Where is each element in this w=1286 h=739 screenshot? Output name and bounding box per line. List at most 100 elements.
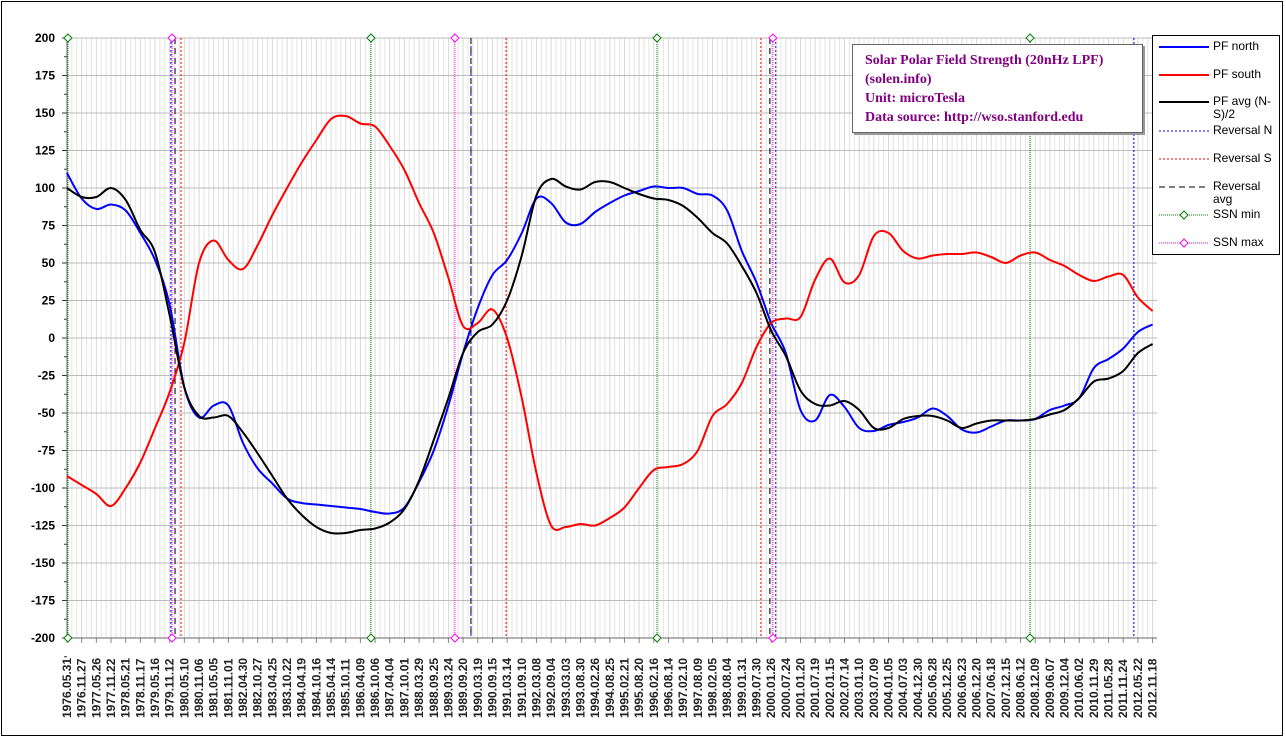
x-tick-label: 1990.03.19: [471, 658, 485, 718]
marker-diamond: [450, 33, 460, 43]
y-tick-label: -175: [31, 594, 55, 608]
y-tick-label: 175: [35, 69, 55, 83]
x-tick-label: 2005.06.28: [926, 658, 940, 718]
legend: PF north PF south PF avg (N-S)/2 Reversa…: [1152, 35, 1280, 255]
marker-diamond: [1025, 33, 1035, 43]
x-tick-label: 1990.09.15: [485, 658, 499, 718]
legend-item-pf-north: PF north: [1157, 40, 1277, 68]
x-tick-label: 2012.05.22: [1131, 658, 1145, 718]
x-tick-label: 2010.06.02: [1072, 658, 1086, 718]
chart-title-box: Solar Polar Field Strength (20nHz LPF) (…: [852, 44, 1143, 133]
x-tick-label: 1998.02.05: [705, 658, 719, 718]
marker-diamond: [63, 633, 73, 643]
x-tick-label: 1978.11.17: [133, 658, 147, 718]
series-line-south: [66, 114, 1154, 531]
x-tick-label: 1992.09.04: [544, 658, 558, 718]
x-tick-label: 1981.11.01: [221, 658, 235, 718]
x-tick-label: 1979.11.12: [163, 658, 177, 718]
legend-label: SSN min: [1213, 207, 1261, 221]
x-tick-label: 1980.11.06: [192, 658, 206, 718]
marker-diamond: [450, 633, 460, 643]
x-tick-label: 1985.04.14: [324, 658, 338, 718]
title-line: Unit: microTesla: [865, 91, 965, 106]
x-tick-label: 2004.07.03: [896, 658, 910, 718]
x-tick-label: 2002.01.15: [823, 658, 837, 718]
x-tick-label: 1994.08.25: [603, 658, 617, 718]
x-tick-label: 1995.02.21: [617, 658, 631, 718]
legend-item-ssn-max: SSN max: [1157, 236, 1277, 264]
marker-diamond: [167, 33, 177, 43]
x-tick-label: 2007.12.15: [999, 658, 1013, 718]
marker-diamond: [63, 33, 73, 43]
x-tick-label: 1999.07.30: [749, 658, 763, 718]
x-tick-label: 1989.03.24: [441, 658, 455, 718]
x-tick-label: 1997.08.09: [691, 658, 705, 718]
x-tick-label: 1996.08.14: [661, 658, 675, 718]
y-tick-label: 25: [42, 294, 56, 308]
marker-diamond: [768, 633, 778, 643]
x-tick-label: 2002.07.14: [838, 658, 852, 718]
x-tick-label: 1992.03.08: [529, 658, 543, 718]
x-tick-label: 2000.01.26: [764, 658, 778, 718]
y-tick-label: 150: [35, 106, 55, 120]
x-tick-label: 1988.09.25: [427, 658, 441, 718]
x-tick-label: 2005.12.25: [940, 658, 954, 718]
x-tick-label: 1983.04.25: [265, 658, 279, 718]
x-tick-label: 2004.12.30: [911, 658, 925, 718]
x-tick-label: 1984.04.19: [295, 658, 309, 718]
y-tick-label: -150: [31, 556, 55, 570]
x-tick-label: 1994.02.26: [588, 658, 602, 718]
y-tick-label: 200: [35, 31, 55, 45]
legend-item-pf-avg: PF avg (N-S)/2: [1157, 95, 1277, 123]
legend-item-ssn-min: SSN min: [1157, 208, 1277, 236]
y-tick-label: 125: [35, 144, 55, 158]
legend-item-reversal-s: Reversal S: [1157, 152, 1277, 180]
legend-label: PF avg (N-S)/2: [1213, 94, 1272, 121]
x-tick-label: 2009.12.04: [1058, 658, 1072, 718]
x-tick-label: 2004.01.05: [882, 658, 896, 718]
legend-label: PF north: [1213, 39, 1260, 53]
x-tick-label: 1982.04.30: [236, 658, 250, 718]
x-tick-label: 1998.08.04: [720, 658, 734, 718]
y-tick-label: -200: [31, 631, 55, 645]
x-tick-label: 1987.04.04: [383, 658, 397, 718]
x-tick-label: 1989.09.20: [456, 658, 470, 718]
legend-item-reversal-avg: Reversal avg: [1157, 180, 1277, 208]
x-tick-label: 2003.01.10: [852, 658, 866, 718]
x-tick-label: 2000.07.24: [779, 658, 793, 718]
x-tick-label: 2007.06.18: [984, 658, 998, 718]
x-tick-label: 1988.03.29: [412, 658, 426, 718]
y-tick-label: -75: [38, 444, 56, 458]
y-tick-label: 0: [48, 331, 55, 345]
marker-diamond: [167, 633, 177, 643]
marker-diamond: [652, 33, 662, 43]
x-tick-label: 2012.11.18: [1146, 658, 1160, 718]
y-tick-label: -100: [31, 481, 55, 495]
legend-label: Reversal avg: [1213, 179, 1261, 206]
x-tick-label: 1997.02.10: [676, 658, 690, 718]
title-line: Data source: http://wso.stanford.edu: [865, 110, 1084, 125]
x-tick-label: 1982.10.27: [251, 658, 265, 718]
x-tick-label: 2006.12.20: [970, 658, 984, 718]
marker-diamond: [366, 33, 376, 43]
legend-label: Reversal N: [1213, 123, 1273, 137]
x-tick-label: 2011.05.28: [1102, 658, 1116, 718]
title-line: (solen.info): [865, 72, 932, 87]
x-tick-label: 1979.05.16: [148, 658, 162, 718]
y-tick-label: 100: [35, 181, 55, 195]
x-tick-label: 1986.04.09: [353, 658, 367, 718]
x-tick-label: 1976.11.27: [75, 658, 89, 718]
x-tick-label: 1986.10.06: [368, 658, 382, 718]
x-tick-label: 1999.01.31: [735, 658, 749, 718]
y-tick-label: 50: [42, 256, 56, 270]
legend-label: PF south: [1213, 67, 1262, 81]
x-tick-label: 2009.06.07: [1043, 658, 1057, 718]
x-tick-label: 1980.05.10: [177, 658, 191, 718]
x-tick-label: 1977.05.26: [89, 658, 103, 718]
legend-label: Reversal S: [1213, 151, 1272, 165]
x-tick-label: 1991.09.10: [515, 658, 529, 718]
x-tick-label: 1981.05.05: [207, 658, 221, 718]
x-tick-label: 2001.07.19: [808, 658, 822, 718]
